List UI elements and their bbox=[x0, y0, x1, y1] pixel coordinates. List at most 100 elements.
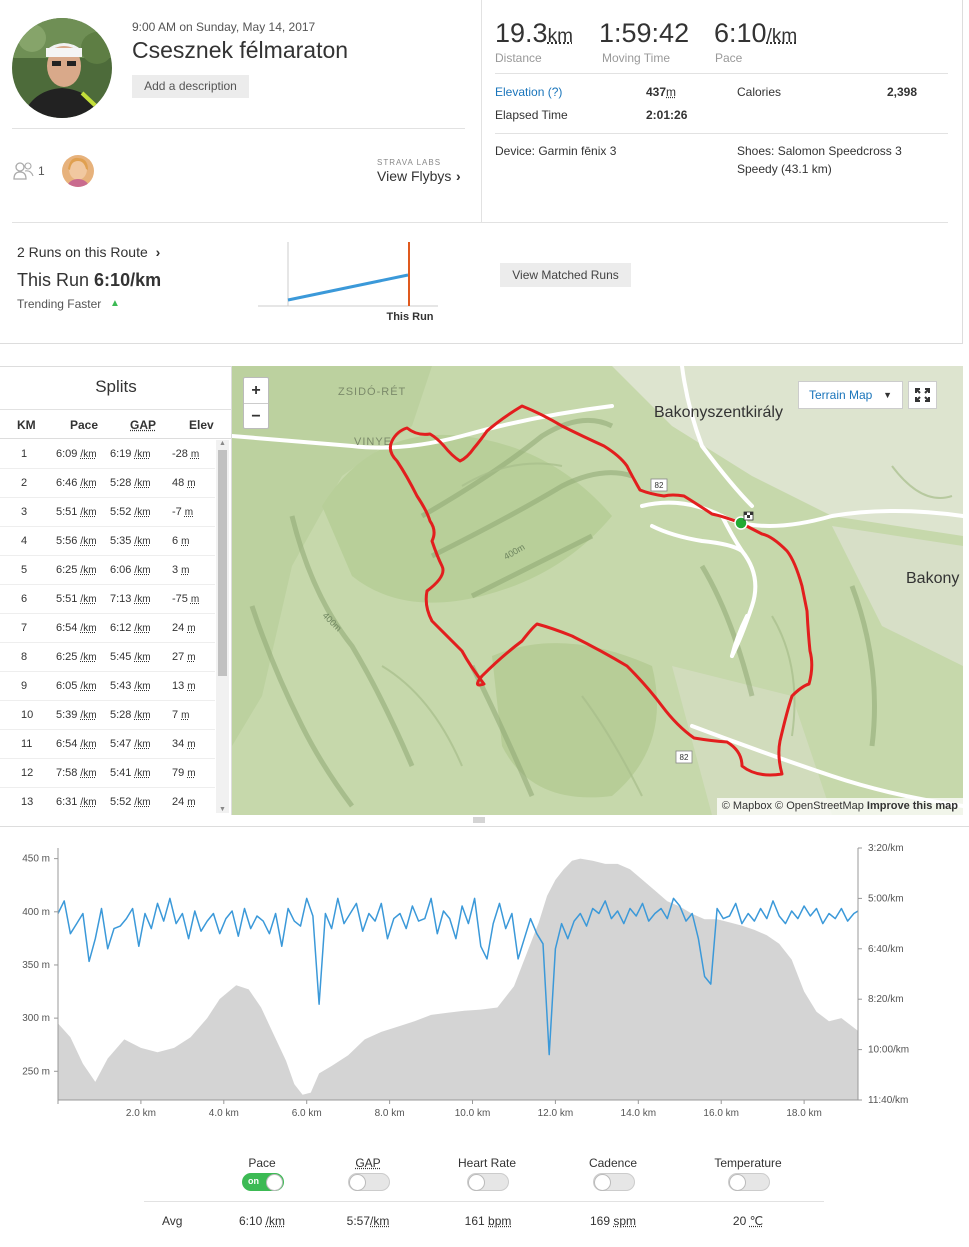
split-gap: 5:35/km bbox=[110, 535, 151, 547]
split-elev-unit: m bbox=[184, 507, 194, 518]
zoom-in-button[interactable]: + bbox=[251, 382, 261, 399]
zoom-out-button[interactable]: − bbox=[251, 408, 261, 425]
strava-labs-label: STRAVA LABS bbox=[377, 158, 442, 167]
split-elev: 24 m bbox=[172, 796, 196, 808]
toggle-on-text: on bbox=[248, 1176, 259, 1186]
split-gap-unit: /km bbox=[134, 623, 151, 634]
split-gap-value: 5:28 bbox=[110, 477, 132, 489]
split-km-value: 10 bbox=[21, 709, 34, 721]
kudos-count[interactable]: 1 bbox=[38, 164, 45, 178]
split-elev-unit: m bbox=[187, 478, 196, 489]
add-description-button[interactable]: Add a description bbox=[132, 75, 249, 98]
chevron-right-icon[interactable]: › bbox=[155, 244, 161, 260]
split-pace: 6:54/km bbox=[56, 622, 97, 634]
pace-label: Pace bbox=[715, 51, 743, 65]
elevation-label[interactable]: Elevation (?) bbox=[495, 85, 563, 99]
split-row[interactable]: 1 6:09/km 6:19/km -28 m bbox=[0, 440, 215, 469]
split-km-value: 1 bbox=[21, 448, 28, 460]
toggle-heart-rate[interactable] bbox=[467, 1173, 509, 1191]
split-pace: 6:09/km bbox=[56, 448, 97, 460]
chevron-right-icon[interactable]: › bbox=[456, 168, 461, 184]
toggle-gap[interactable] bbox=[348, 1173, 390, 1191]
kudos-avatar[interactable] bbox=[62, 155, 94, 187]
fullscreen-button[interactable] bbox=[908, 381, 937, 409]
toggle-pace[interactable]: on bbox=[242, 1173, 284, 1191]
split-pace-value: 6:54 bbox=[56, 622, 78, 634]
split-gap-value: 5:47 bbox=[110, 738, 132, 750]
map-attribution: © Mapbox © OpenStreetMap Improve this ma… bbox=[716, 798, 963, 815]
toggle-knob bbox=[266, 1174, 283, 1191]
pace-line bbox=[57, 897, 859, 1056]
split-gap: 5:28/km bbox=[110, 477, 151, 489]
split-gap-value: 5:43 bbox=[110, 680, 132, 692]
split-pace: 5:51/km bbox=[56, 593, 97, 605]
split-gap-value: 5:45 bbox=[110, 651, 132, 663]
finish-flag-check bbox=[747, 515, 750, 518]
split-elev-value: 27 bbox=[172, 651, 185, 663]
split-row[interactable]: 7 6:54/km 6:12/km 24 m bbox=[0, 614, 215, 643]
splits-header-gap[interactable]: GAP bbox=[130, 418, 157, 432]
split-elev-value: 24 bbox=[172, 622, 185, 634]
split-row[interactable]: 11 6:54/km 5:47/km 34 m bbox=[0, 730, 215, 759]
split-gap-value: 6:19 bbox=[110, 448, 132, 460]
avg-gap-value: 5:57 bbox=[346, 1214, 370, 1228]
route-map[interactable]: ZSIDÓ-RÉT VINYE 400m 400m 82 82 Bakonysz… bbox=[232, 366, 963, 815]
toggle-cadence[interactable] bbox=[593, 1173, 635, 1191]
shoes-info[interactable]: Shoes: Salomon Speedcross 3 bbox=[737, 144, 902, 158]
shoes-info-detail: Speedy (43.1 km) bbox=[737, 162, 832, 176]
athlete-avatar[interactable] bbox=[12, 18, 112, 118]
view-matched-runs-button[interactable]: View Matched Runs bbox=[500, 263, 631, 287]
split-pace-value: 5:51 bbox=[56, 593, 78, 605]
split-km-value: 8 bbox=[21, 651, 28, 663]
split-row[interactable]: 3 5:51/km 5:52/km -7 m bbox=[0, 498, 215, 527]
split-elev: 79 m bbox=[172, 767, 196, 779]
avg-cadence: 169 spm bbox=[563, 1214, 663, 1228]
split-row[interactable]: 2 6:46/km 5:28/km 48 m bbox=[0, 469, 215, 498]
resize-grip-icon[interactable] bbox=[473, 817, 485, 823]
split-pace: 6:25/km bbox=[56, 651, 97, 663]
split-pace-unit: /km bbox=[80, 681, 97, 692]
split-row[interactable]: 10 5:39/km 5:28/km 7 m bbox=[0, 701, 215, 730]
road-shield-label: 82 bbox=[680, 753, 689, 762]
map-attribution-text[interactable]: © Mapbox © OpenStreetMap bbox=[721, 800, 867, 812]
x-tick-label: 4.0 km bbox=[209, 1108, 239, 1119]
improve-map-link[interactable]: Improve this map bbox=[866, 800, 958, 812]
divider bbox=[495, 133, 948, 134]
toggle-temperature[interactable] bbox=[728, 1173, 770, 1191]
split-elev: -28 m bbox=[172, 448, 199, 460]
split-elev: 13 m bbox=[172, 680, 196, 692]
avg-gap-unit: /km bbox=[370, 1214, 390, 1228]
kudos-icon[interactable] bbox=[13, 162, 35, 180]
avg-pace-value: 6:10 bbox=[238, 1214, 263, 1228]
pace-unit: /km bbox=[766, 26, 798, 47]
split-row[interactable]: 5 6:25/km 6:06/km 3 m bbox=[0, 556, 215, 585]
calories-label: Calories bbox=[737, 85, 782, 99]
split-gap: 6:12/km bbox=[110, 622, 151, 634]
split-row[interactable]: 9 6:05/km 5:43/km 13 m bbox=[0, 672, 215, 701]
split-elev-value: 6 bbox=[172, 535, 179, 547]
terrain-map-dropdown[interactable]: Terrain Map ▼ bbox=[798, 381, 903, 409]
split-row[interactable]: 4 5:56/km 5:35/km 6 m bbox=[0, 527, 215, 556]
elevation-value: 437m bbox=[646, 85, 676, 99]
split-row[interactable]: 6 5:51/km 7:13/km -75 m bbox=[0, 585, 215, 614]
avg-cadence-unit: spm bbox=[613, 1214, 637, 1228]
split-elev-unit: m bbox=[190, 449, 200, 460]
runs-on-route-link[interactable]: 2 Runs on this Route › bbox=[17, 244, 160, 260]
scroll-up-icon[interactable]: ▲ bbox=[219, 440, 226, 447]
splits-scrollbar[interactable]: ▲ ▼ bbox=[216, 440, 229, 813]
splits-scroll-thumb[interactable] bbox=[218, 450, 227, 676]
y-right-tick-label: 6:40/km bbox=[868, 944, 904, 955]
place-label-vinye: VINYE bbox=[354, 436, 392, 448]
view-flybys-link[interactable]: View Flybys bbox=[377, 168, 452, 184]
split-row[interactable]: 13 6:31/km 5:52/km 24 m bbox=[0, 788, 215, 815]
split-pace-unit: /km bbox=[80, 536, 97, 547]
elevation-pace-chart[interactable]: 2.0 km 4.0 km 6.0 km 8.0 km 10.0 km 12.0 km 14… bbox=[0, 826, 969, 1126]
scroll-down-icon[interactable]: ▼ bbox=[219, 806, 226, 813]
split-row[interactable]: 8 6:25/km 5:45/km 27 m bbox=[0, 643, 215, 672]
y-right-tick-label: 5:00/km bbox=[868, 893, 904, 904]
runs-on-route-text[interactable]: 2 Runs on this Route bbox=[17, 244, 148, 260]
split-km: 9 bbox=[21, 680, 27, 692]
divider bbox=[244, 403, 268, 404]
split-row[interactable]: 12 7:58/km 5:41/km 79 m bbox=[0, 759, 215, 788]
